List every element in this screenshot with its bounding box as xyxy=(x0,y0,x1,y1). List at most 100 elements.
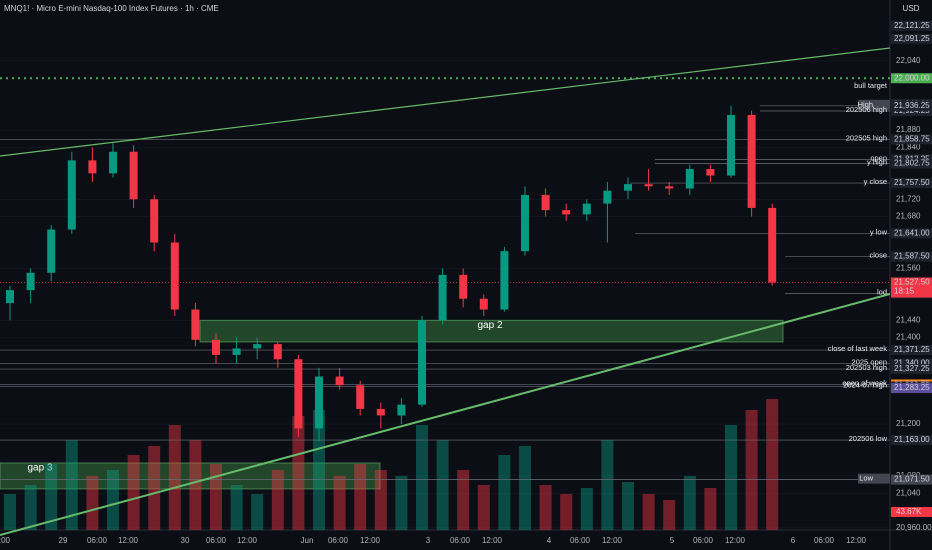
price-tag-bg xyxy=(891,228,932,239)
time-label: 06:00 xyxy=(328,536,349,545)
candle-body xyxy=(191,309,200,340)
price-tag: 21,371.25 xyxy=(894,345,930,354)
time-label: Jun xyxy=(301,536,314,545)
zone-layer: gap 2 gap 3 xyxy=(0,319,784,490)
volume-bar xyxy=(416,425,428,530)
chart-title: MNQ1! · Micro E-mini Nasdaq-100 Index Fu… xyxy=(4,4,219,13)
y-tick-label: 21,880 xyxy=(896,125,921,134)
time-label: 5 xyxy=(670,536,675,545)
volume-bar xyxy=(45,464,58,530)
level-name: 202506 high xyxy=(846,105,887,114)
volume-bar xyxy=(395,476,408,530)
candle-body xyxy=(47,229,56,273)
price-tag-bg xyxy=(891,358,932,369)
level-name: y low xyxy=(870,227,888,236)
candle-body xyxy=(685,169,694,189)
price-tag: 21,936.25 xyxy=(894,101,930,110)
price-tag: 21,641.00 xyxy=(894,229,930,238)
y-tick-label: 22,040 xyxy=(896,56,921,65)
candle-body xyxy=(706,169,715,176)
level-name: High xyxy=(858,100,873,109)
level-name: y close xyxy=(864,177,887,186)
gap-label: gap 3 xyxy=(27,463,52,474)
price-tag: 21,802.75 xyxy=(894,159,930,168)
candle-body xyxy=(521,194,529,252)
price-tag-bg xyxy=(891,178,932,189)
candle-body xyxy=(273,344,282,360)
y-tick-label: 21,200 xyxy=(896,419,921,428)
gap-label: gap 2 xyxy=(477,320,502,331)
price-tag-bg xyxy=(891,105,932,116)
candle-body xyxy=(438,274,447,321)
candle-body xyxy=(665,186,674,189)
volume-bar xyxy=(745,410,758,530)
candle-body xyxy=(541,194,550,211)
price-tag-bg xyxy=(891,474,932,485)
volume-bar xyxy=(580,488,593,530)
candle-body xyxy=(727,114,735,176)
price-tag-bg xyxy=(891,158,932,169)
candle-body xyxy=(26,272,35,291)
price-tag-bg xyxy=(891,345,932,356)
candle-body xyxy=(335,376,344,386)
candle-body xyxy=(129,151,138,200)
volume-bar xyxy=(168,425,181,530)
volume-layer xyxy=(4,398,779,530)
volume-bar xyxy=(663,500,676,530)
time-label: 12:00 xyxy=(482,536,503,545)
volume-bar xyxy=(230,485,243,530)
candle-body xyxy=(253,344,262,349)
y-tick-label: 21,400 xyxy=(896,333,921,342)
price-tag: 21,071.50 xyxy=(894,475,930,484)
level-name: open of week xyxy=(842,378,887,387)
candle-body xyxy=(479,298,488,310)
y-tick-label: 21,440 xyxy=(896,315,921,324)
level-name: y high xyxy=(867,158,887,167)
candle-body xyxy=(6,290,14,304)
volume-bar xyxy=(560,494,573,530)
candle-body xyxy=(500,251,509,310)
volume-bar xyxy=(457,470,470,530)
candle-body xyxy=(232,348,241,355)
currency-label: USD xyxy=(903,4,920,13)
gap-zone xyxy=(199,319,784,343)
candle-body xyxy=(294,359,303,429)
candle-body xyxy=(170,242,179,310)
volume-bar xyxy=(622,482,634,530)
level-name-bg xyxy=(858,99,890,110)
candle-body xyxy=(397,404,406,416)
volume-bar xyxy=(519,446,531,530)
candle-body xyxy=(376,408,385,416)
candle-body xyxy=(624,184,632,191)
candle-body xyxy=(212,339,220,355)
time-label: 12:00 xyxy=(237,536,258,545)
price-tag: 21,340.00 xyxy=(894,359,930,368)
price-tag: 21,757.50 xyxy=(894,178,930,187)
level-name: close of last week xyxy=(828,344,887,353)
volume-bar xyxy=(107,470,119,530)
volume-bar xyxy=(24,485,37,530)
candle-body xyxy=(109,151,117,174)
y-tick-label: 21,720 xyxy=(896,194,921,203)
price-axis-bg xyxy=(890,0,932,550)
level-name: 2025 open xyxy=(852,358,887,367)
volume-tag: 43.67K xyxy=(896,507,922,516)
volume-bar xyxy=(374,470,387,530)
time-label: 06:00 xyxy=(450,536,471,545)
price-tag: 21,858.75 xyxy=(894,134,930,143)
volume-bar xyxy=(436,440,449,530)
y-tick-label: 21,840 xyxy=(896,143,921,152)
volume-bar xyxy=(148,446,161,530)
level-name: 202506 low xyxy=(849,434,888,443)
volume-bar xyxy=(704,488,717,530)
upper-trendline xyxy=(0,47,891,157)
price-tag-bg xyxy=(891,134,932,145)
volume-bar xyxy=(210,464,222,530)
price-tag-bg xyxy=(891,435,932,446)
level-name: open xyxy=(870,153,887,162)
price-tag-bg xyxy=(891,364,932,375)
candle-body xyxy=(459,274,468,299)
time-label: 30 xyxy=(181,536,190,545)
time-label: 12:00 xyxy=(360,536,381,545)
